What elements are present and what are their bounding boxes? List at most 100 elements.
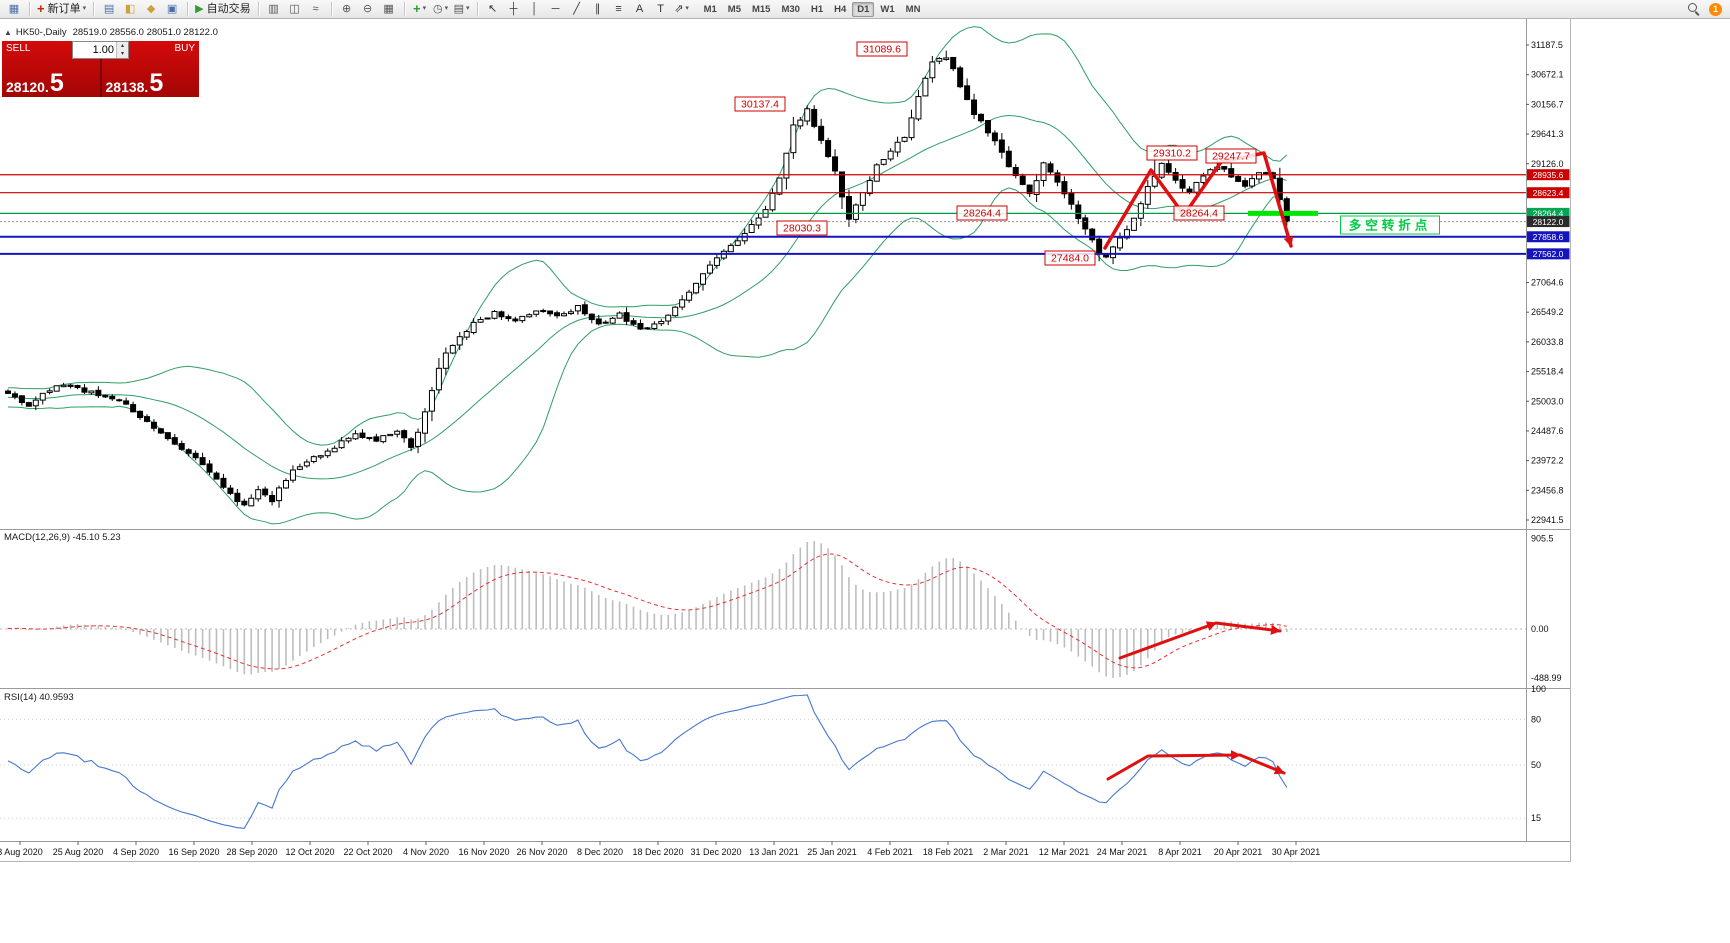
timeframe-m15[interactable]: M15 xyxy=(751,3,771,15)
line-chart-button[interactable]: ≈ xyxy=(306,1,326,17)
price-tag xyxy=(1526,231,1570,243)
zoom-out-icon: ⊖ xyxy=(362,3,373,15)
auto-trading-icon: ▶ xyxy=(195,3,204,15)
toolbar-separator xyxy=(330,2,332,16)
svg-text:25 Aug 2020: 25 Aug 2020 xyxy=(53,847,104,857)
text-button[interactable]: A xyxy=(630,1,650,17)
svg-text:12 Mar 2021: 12 Mar 2021 xyxy=(1039,847,1090,857)
channel-button[interactable]: ∥ xyxy=(588,1,608,17)
svg-text:28935.6: 28935.6 xyxy=(1533,170,1564,180)
svg-text:29641.3: 29641.3 xyxy=(1531,129,1564,139)
price-tag xyxy=(1526,187,1570,199)
price-annotation-box xyxy=(1146,145,1198,161)
one-click-trading-widget: SELL 28120. 5 BUY 28138. 5 1.00 ▴ ▾ xyxy=(2,41,199,97)
price-annotation-box xyxy=(776,220,828,236)
svg-text:22941.5: 22941.5 xyxy=(1531,515,1564,525)
price-tag xyxy=(1526,216,1570,228)
new-order-button[interactable]: + 新订单 ▾ xyxy=(35,1,88,17)
toolbar-separator xyxy=(476,2,478,16)
timeframe-mn[interactable]: MN xyxy=(905,3,921,15)
sell-price: 28120. 5 xyxy=(6,68,64,97)
one-click-collapse-icon[interactable]: ▲ xyxy=(4,28,12,37)
indicators-button[interactable]: + ▾ xyxy=(410,1,430,17)
svg-text:28122.0: 28122.0 xyxy=(1533,217,1564,227)
svg-text:26033.8: 26033.8 xyxy=(1531,337,1564,347)
svg-text:29126.0: 29126.0 xyxy=(1531,159,1564,169)
spinner-up-icon[interactable]: ▴ xyxy=(117,42,128,50)
auto-trading-button[interactable]: ▶ 自动交易 xyxy=(193,1,252,17)
candlestick-chart-button[interactable]: ◫ xyxy=(285,1,305,17)
svg-text:13 Jan 2021: 13 Jan 2021 xyxy=(749,847,799,857)
price-annotations[interactable]: 31089.6 30137.4 29310.2 29247.7 28264.4 28030… xyxy=(734,41,1257,266)
svg-text:18 Dec 2020: 18 Dec 2020 xyxy=(632,847,683,857)
svg-text:8 Dec 2020: 8 Dec 2020 xyxy=(577,847,623,857)
fibonacci-button[interactable]: ≡ xyxy=(609,1,629,17)
svg-text:4 Nov 2020: 4 Nov 2020 xyxy=(403,847,449,857)
svg-text:27858.6: 27858.6 xyxy=(1533,232,1564,242)
price-annotation-text: 28264.4 xyxy=(1180,208,1218,220)
timeframe-d1[interactable]: D1 xyxy=(852,1,875,17)
timeframe-h4[interactable]: H4 xyxy=(834,3,847,15)
notification-badge[interactable]: 1 xyxy=(1709,2,1722,16)
navigator-button[interactable]: ◆ xyxy=(141,1,161,17)
chart-window[interactable]: 28935.6 28623.4 28264.4 28122.0 27858.6 27562… xyxy=(0,19,1571,862)
template-button[interactable]: ▤ ▾ xyxy=(452,1,472,17)
svg-text:2 Mar 2021: 2 Mar 2021 xyxy=(983,847,1029,857)
price-tag xyxy=(1526,248,1570,260)
tile-windows-button[interactable]: ▦ xyxy=(379,1,399,17)
toolbar: ▦ + 新订单 ▾ ▤ ◧ ◆ ▣ ▶ 自动交易 ▥ ◫ ≈ ⊕ ⊖ ▦ + ▾ ◷ ▾ ▤ ▾ ↖ ┼ │ ─ ╱ ∥ ≡ A T ⇗ ▾ M… xyxy=(0,0,1730,19)
new-order-button-label: 新订单 xyxy=(47,3,81,15)
rsi-line xyxy=(7,694,1288,829)
price-tag xyxy=(1526,169,1570,181)
tile-windows-icon: ▦ xyxy=(383,3,394,15)
svg-text:12 Oct 2020: 12 Oct 2020 xyxy=(285,847,334,857)
price-chart[interactable]: 28935.628623.428264.428122.027858.627562… xyxy=(0,19,1570,861)
svg-text:25518.4: 25518.4 xyxy=(1531,367,1564,377)
volume-input[interactable]: 1.00 ▴ ▾ xyxy=(72,41,129,59)
toolbar-separator xyxy=(187,2,189,16)
trend-arrow xyxy=(1106,750,1242,781)
svg-text:15: 15 xyxy=(1531,813,1541,823)
caret-down-icon: ▾ xyxy=(422,5,427,12)
text-label-button[interactable]: T xyxy=(651,1,671,17)
sell-label: SELL xyxy=(6,43,31,54)
price-scale[interactable]: 31187.5 30672.1 30156.7 29641.3 29126.0 27064… xyxy=(1526,40,1564,823)
cursor-button[interactable]: ↖ xyxy=(483,1,503,17)
timeframe-h1[interactable]: H1 xyxy=(810,3,824,15)
volume-spinner: ▴ ▾ xyxy=(116,42,128,58)
timeframe-m1[interactable]: M1 xyxy=(703,3,717,15)
market-watch-button[interactable]: ▤ xyxy=(99,1,119,17)
price-annotation-box xyxy=(1173,205,1225,221)
timeframe-w1[interactable]: W1 xyxy=(880,3,895,15)
turning-point-note[interactable]: 多空转折点 xyxy=(1340,215,1440,235)
search-icon[interactable] xyxy=(1688,2,1701,16)
data-window-button[interactable]: ◧ xyxy=(120,1,140,17)
timeframe-m5[interactable]: M5 xyxy=(727,3,741,15)
price-annotation-text: 29310.2 xyxy=(1153,148,1191,160)
svg-text:4 Sep 2020: 4 Sep 2020 xyxy=(113,847,159,857)
terminal-button[interactable]: ▣ xyxy=(162,1,182,17)
spinner-down-icon[interactable]: ▾ xyxy=(117,50,128,58)
buy-price: 28138. 5 xyxy=(105,68,164,97)
periods-button[interactable]: ◷ ▾ xyxy=(431,1,451,17)
vertical-line-button[interactable]: │ xyxy=(525,1,545,17)
new-order-icon: + xyxy=(37,1,45,16)
new-chart-button[interactable]: ▦ xyxy=(4,1,24,17)
trendline-button[interactable]: ╱ xyxy=(567,1,587,17)
fibonacci-icon: ≡ xyxy=(615,3,622,15)
zoom-in-button[interactable]: ⊕ xyxy=(337,1,357,17)
arrows-tool-button[interactable]: ⇗ ▾ xyxy=(672,1,692,17)
macd-label: MACD(12,26,9) -45.10 5.23 xyxy=(4,532,121,543)
crosshair-button[interactable]: ┼ xyxy=(504,1,524,17)
bar-chart-button[interactable]: ▥ xyxy=(264,1,284,17)
analysis-arrows[interactable] xyxy=(1103,151,1294,781)
navigator-icon: ◆ xyxy=(146,3,156,15)
time-scale[interactable]: 3 Aug 2020 25 Aug 2020 4 Sep 2020 16 Sep 20… xyxy=(0,841,1320,857)
toolbar-separator xyxy=(93,2,95,16)
candlestick-chart-icon: ◫ xyxy=(289,3,300,15)
horizontal-line-button[interactable]: ─ xyxy=(546,1,566,17)
market-watch-icon: ▤ xyxy=(103,3,115,15)
timeframe-m30[interactable]: M30 xyxy=(781,3,800,15)
zoom-out-button[interactable]: ⊖ xyxy=(358,1,378,17)
